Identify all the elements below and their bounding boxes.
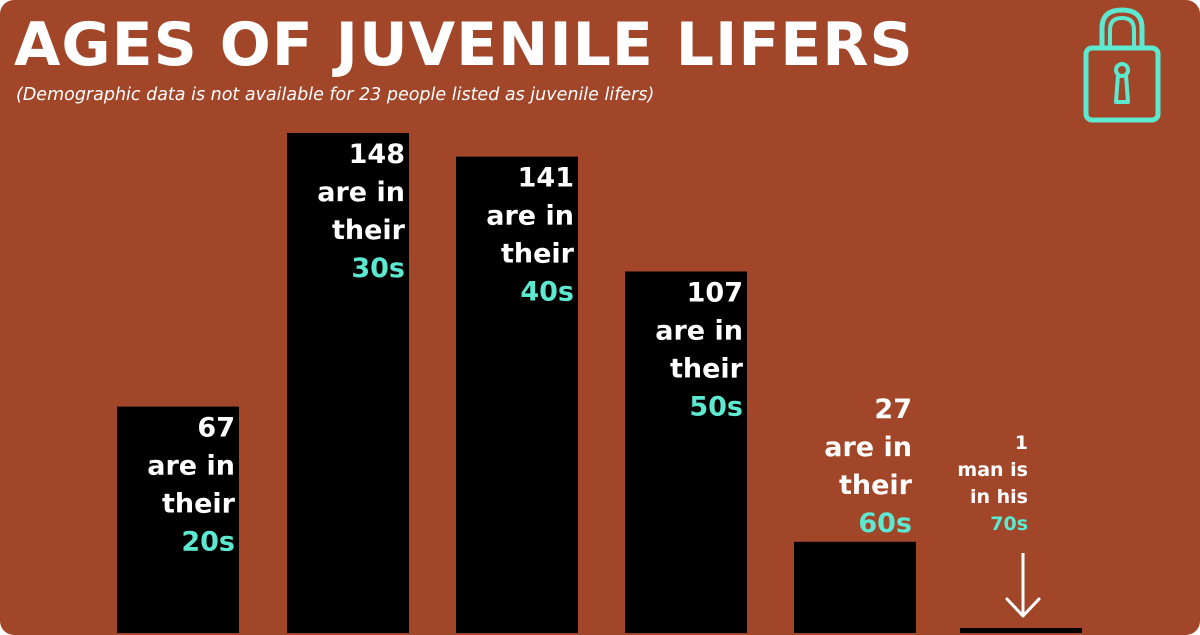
bar-20s <box>117 406 239 633</box>
bar-label-category: 20s <box>181 527 235 558</box>
padlock-icon <box>1083 7 1161 123</box>
bar-label-text: are in <box>824 432 912 463</box>
bar-40s <box>456 156 578 633</box>
bar-label-text: in his <box>970 486 1028 508</box>
bar-label-text: 148 <box>349 139 405 170</box>
bar-label-text: their <box>162 489 236 520</box>
bar-label-text: 27 <box>874 394 912 425</box>
bar-30s <box>287 133 409 633</box>
bar-label-category: 60s <box>858 508 912 539</box>
bar-70s <box>960 628 1082 633</box>
bar-50s <box>625 271 747 633</box>
bar-label-text: are in <box>317 177 405 208</box>
bar-label-category: 40s <box>520 277 574 308</box>
bar-label-category: 70s <box>990 513 1028 535</box>
bar-label-text: their <box>670 354 744 385</box>
bar-60s <box>794 541 916 633</box>
bar-label-text: 67 <box>197 413 235 444</box>
bar-label-text: 1 <box>1015 432 1028 454</box>
arrow-down-icon <box>1005 553 1041 618</box>
bar-label-category: 30s <box>351 253 405 284</box>
bar-label-text: 141 <box>518 163 574 194</box>
bar-label-text: their <box>839 470 913 501</box>
chart-title: AGES OF JUVENILE LIFERS <box>14 10 914 80</box>
bar-label-text: are in <box>486 201 574 232</box>
bar-label-text: man is <box>957 459 1028 481</box>
bar-label-category: 50s <box>689 392 743 423</box>
bar-label-text: are in <box>147 451 235 482</box>
bar-label-text: are in <box>655 316 743 347</box>
bar-label-text: their <box>501 239 575 270</box>
bar-label-text: their <box>332 215 406 246</box>
bar-label-text: 107 <box>687 278 743 309</box>
chart-subtitle: (Demographic data is not available for 2… <box>16 85 655 105</box>
